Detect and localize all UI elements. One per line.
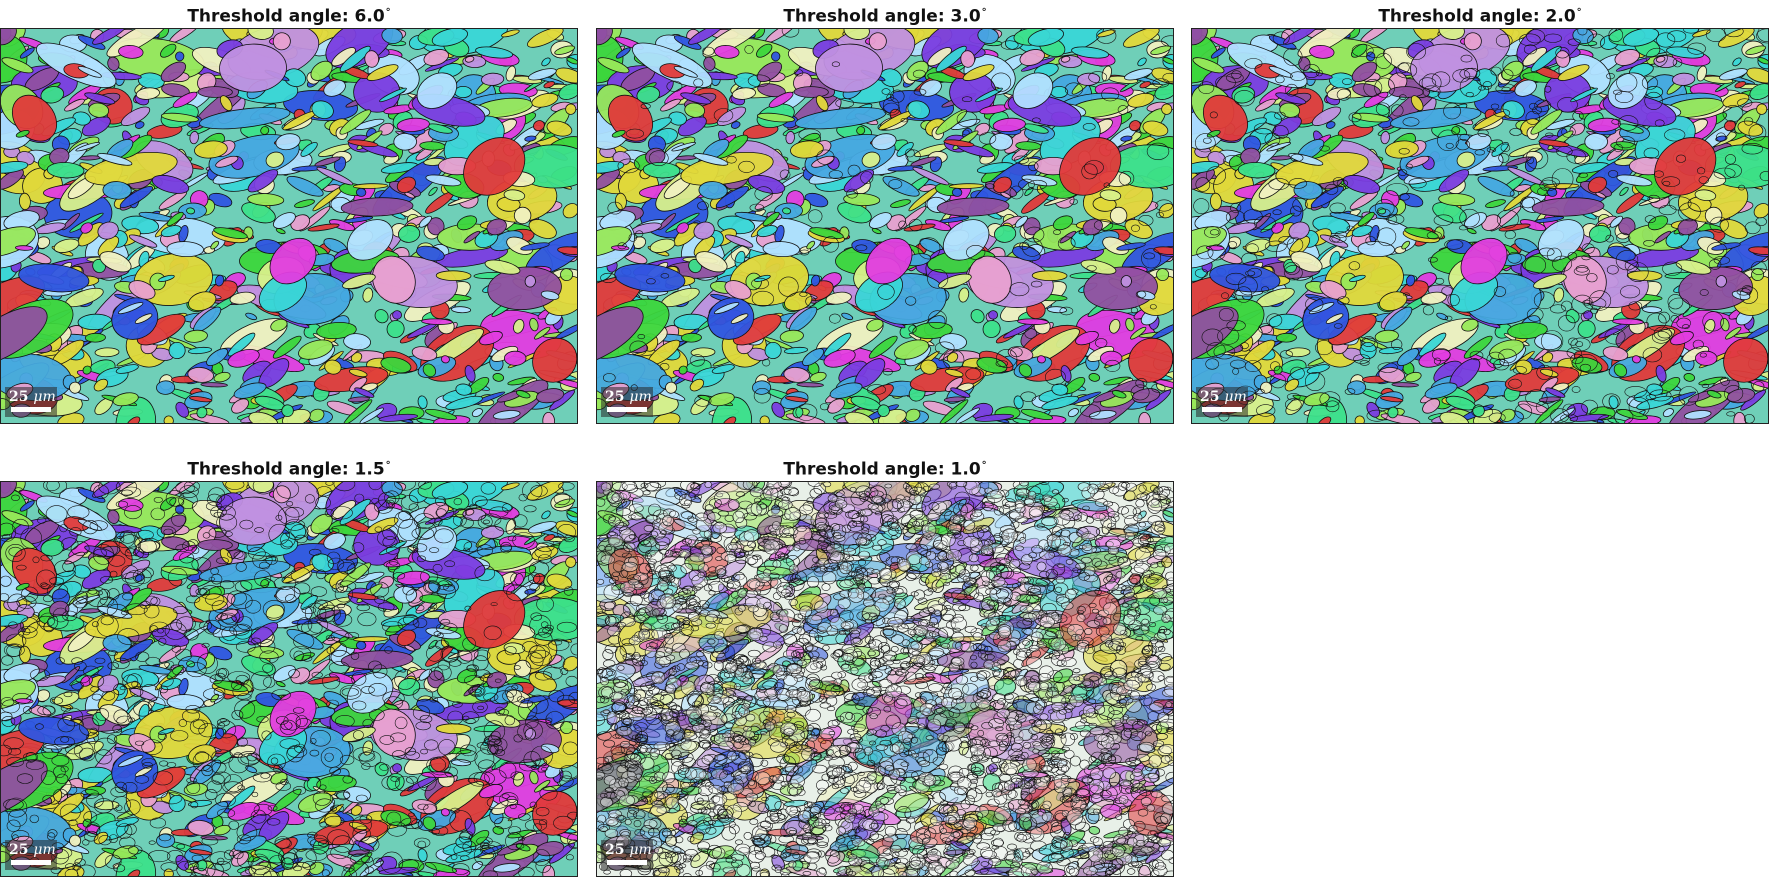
scale-bar: 25 μm (5, 387, 57, 417)
grain-map: 25 μm (0, 28, 578, 424)
grain-map-image (597, 482, 1173, 876)
scale-bar-line (607, 407, 647, 412)
grain-map: 25 μm (596, 481, 1174, 877)
panel-title: Threshold angle: 6.0° (187, 6, 391, 27)
panel-title: Threshold angle: 2.0° (1378, 6, 1582, 27)
scale-bar: 25 μm (601, 840, 653, 870)
grain-map-image (1192, 29, 1768, 423)
panel-title: Threshold angle: 1.5° (187, 459, 391, 480)
scale-bar: 25 μm (5, 840, 57, 870)
scale-bar: 25 μm (601, 387, 653, 417)
panel-title: Threshold angle: 1.0° (783, 459, 987, 480)
scale-bar-line (11, 860, 51, 865)
grain-map: 25 μm (596, 28, 1174, 424)
grain-map: 25 μm (0, 481, 578, 877)
grain-map-image (1, 29, 577, 423)
grain-map-image (597, 29, 1173, 423)
grain-map-image (1, 482, 577, 876)
grain-map: 25 μm (1191, 28, 1769, 424)
panel-title: Threshold angle: 3.0° (783, 6, 987, 27)
scale-bar: 25 μm (1196, 387, 1248, 417)
scale-bar-line (607, 860, 647, 865)
scale-bar-line (11, 407, 51, 412)
scale-bar-line (1202, 407, 1242, 412)
